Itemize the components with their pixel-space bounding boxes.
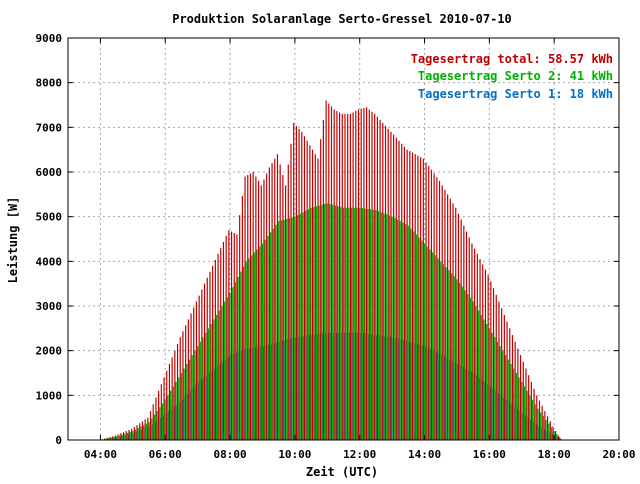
x-tick-label: 12:00: [343, 448, 376, 461]
y-tick-label: 4000: [36, 255, 63, 268]
ticks: 0 1000 2000 3000 4000 5000 6000 7000 8000 9000 04:…: [36, 32, 636, 461]
legend-entry-total: Tagesertrag total: 58.57 kWh: [411, 52, 613, 66]
legend: Tagesertrag total: 58.57 kWh Tagesertrag…: [411, 52, 613, 101]
y-tick-label: 5000: [36, 211, 63, 224]
y-axis-label: Leistung [W]: [6, 197, 20, 284]
y-tick-label: 7000: [36, 121, 63, 134]
y-tick-label: 0: [55, 434, 62, 447]
x-tick-label: 18:00: [538, 448, 571, 461]
chart-title: Produktion Solaranlage Serto-Gressel 201…: [172, 12, 512, 26]
y-tick-label: 1000: [36, 389, 63, 402]
x-tick-label: 08:00: [213, 448, 246, 461]
y-tick-label: 9000: [36, 32, 63, 45]
legend-entry-serto2: Tagesertrag Serto 2: 41 kWh: [418, 69, 613, 83]
x-tick-label: 16:00: [473, 448, 506, 461]
bars: [101, 100, 562, 440]
x-tick-label: 06:00: [149, 448, 182, 461]
x-tick-label: 10:00: [278, 448, 311, 461]
legend-entry-serto1: Tagesertrag Serto 1: 18 kWh: [418, 87, 613, 101]
y-tick-label: 3000: [36, 300, 63, 313]
x-tick-label: 20:00: [602, 448, 635, 461]
y-tick-label: 6000: [36, 166, 63, 179]
plot-frame: [67, 37, 620, 441]
y-tick-label: 2000: [36, 345, 63, 358]
x-tick-label: 14:00: [408, 448, 441, 461]
x-axis-label: Zeit (UTC): [306, 465, 378, 479]
x-tick-label: 04:00: [84, 448, 117, 461]
y-tick-label: 8000: [36, 77, 63, 90]
